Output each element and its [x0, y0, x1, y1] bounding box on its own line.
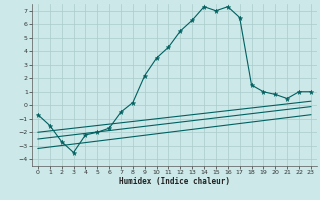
X-axis label: Humidex (Indice chaleur): Humidex (Indice chaleur)	[119, 177, 230, 186]
